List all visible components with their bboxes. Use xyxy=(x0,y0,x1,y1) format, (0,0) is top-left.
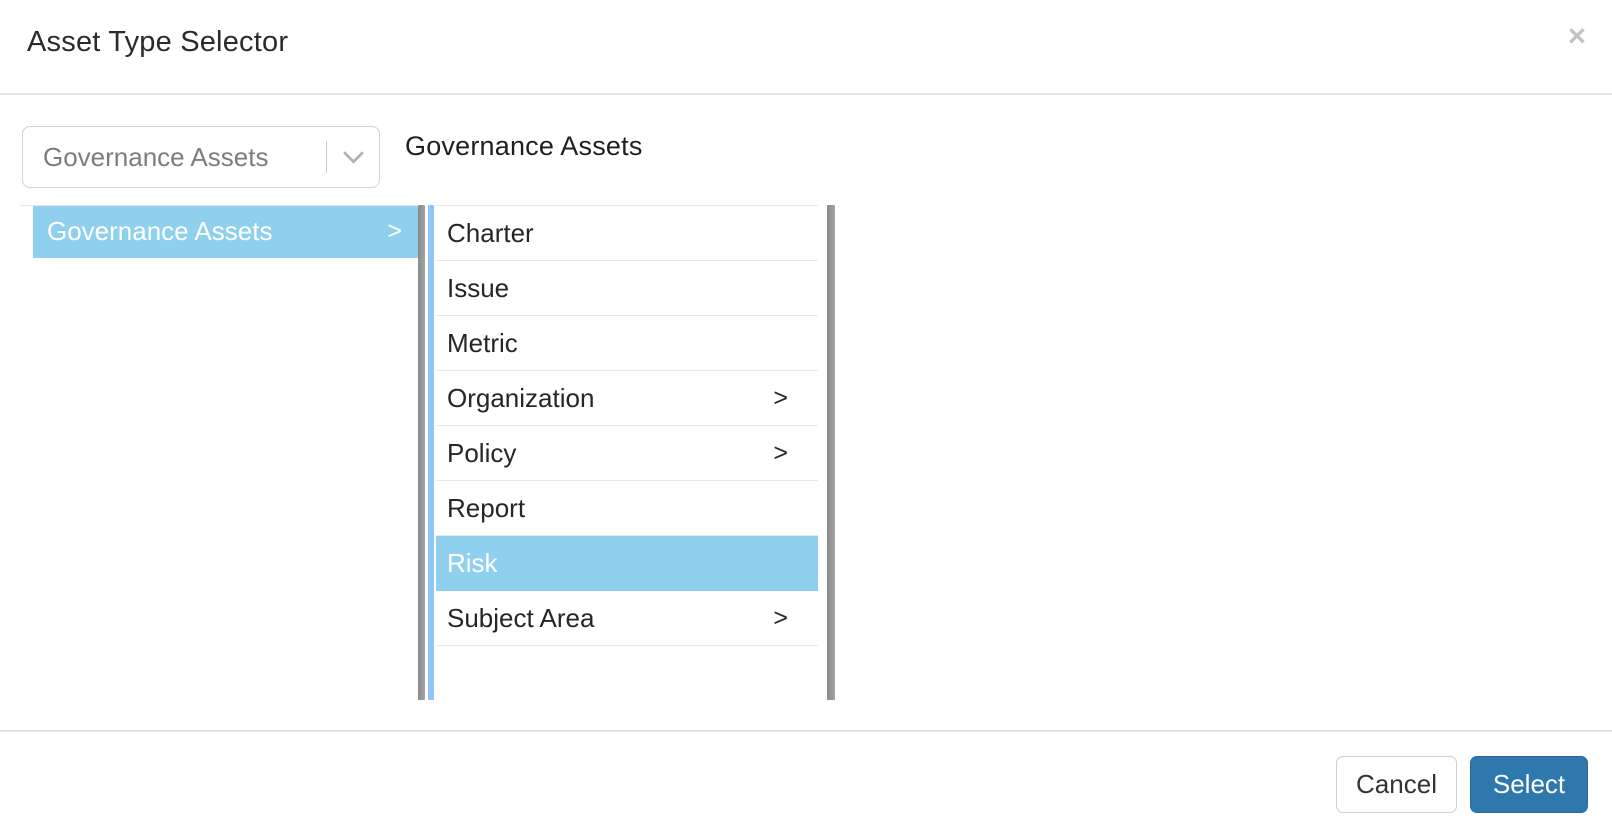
list-item[interactable]: Organization > xyxy=(436,371,818,426)
asset-type-browser: Governance Assets> Charter>Issue>Metric>… xyxy=(0,205,1612,700)
asset-type-dropdown-value: Governance Assets xyxy=(43,141,269,172)
dialog-footer: Cancel Select xyxy=(0,730,1612,836)
list-item[interactable]: Report> xyxy=(436,481,818,536)
chevron-right-indicator: > xyxy=(773,383,788,412)
list-item[interactable]: Subject Area > xyxy=(436,591,818,646)
close-icon[interactable]: × xyxy=(1567,18,1586,53)
chevron-down-icon[interactable] xyxy=(327,127,379,187)
list-item-label: Charter xyxy=(447,217,534,248)
browser-column-root: Governance Assets > xyxy=(20,205,418,700)
cancel-button[interactable]: Cancel xyxy=(1336,755,1457,813)
asset-type-dropdown[interactable]: Governance Assets xyxy=(22,126,380,188)
list-item-label: Risk xyxy=(447,547,498,578)
chevron-right-indicator: > xyxy=(387,217,402,245)
list-item-label: Issue xyxy=(447,272,510,303)
list-item-label: Subject Area xyxy=(447,602,595,633)
dialog-header: Asset Type Selector × xyxy=(0,0,1612,95)
list-item[interactable]: Issue> xyxy=(436,261,818,316)
list-item[interactable]: Risk> xyxy=(436,536,818,591)
active-column-stripe xyxy=(428,205,434,700)
list-item-label: Metric xyxy=(447,327,518,358)
list-item[interactable]: Governance Assets > xyxy=(33,206,418,258)
list-item-label: Governance Assets xyxy=(47,216,273,246)
list-item-label: Organization xyxy=(447,382,595,413)
column-children-scrollbar[interactable] xyxy=(827,205,835,700)
list-item-label: Report xyxy=(447,492,526,523)
dropdown-divider xyxy=(326,141,327,173)
column-root-scrollbar[interactable] xyxy=(418,205,425,700)
list-item[interactable]: Charter> xyxy=(436,206,818,261)
select-button[interactable]: Select xyxy=(1470,755,1588,813)
dialog-title: Asset Type Selector xyxy=(27,26,289,58)
selected-path-label: Governance Assets xyxy=(405,131,643,161)
chevron-right-indicator: > xyxy=(773,438,788,467)
list-item[interactable]: Metric> xyxy=(436,316,818,371)
browser-column-children: Charter>Issue>Metric>Organization>Policy… xyxy=(436,205,818,700)
chevron-right-indicator: > xyxy=(773,603,788,632)
list-item-label: Policy xyxy=(447,437,517,468)
list-item[interactable]: Policy > xyxy=(436,426,818,481)
